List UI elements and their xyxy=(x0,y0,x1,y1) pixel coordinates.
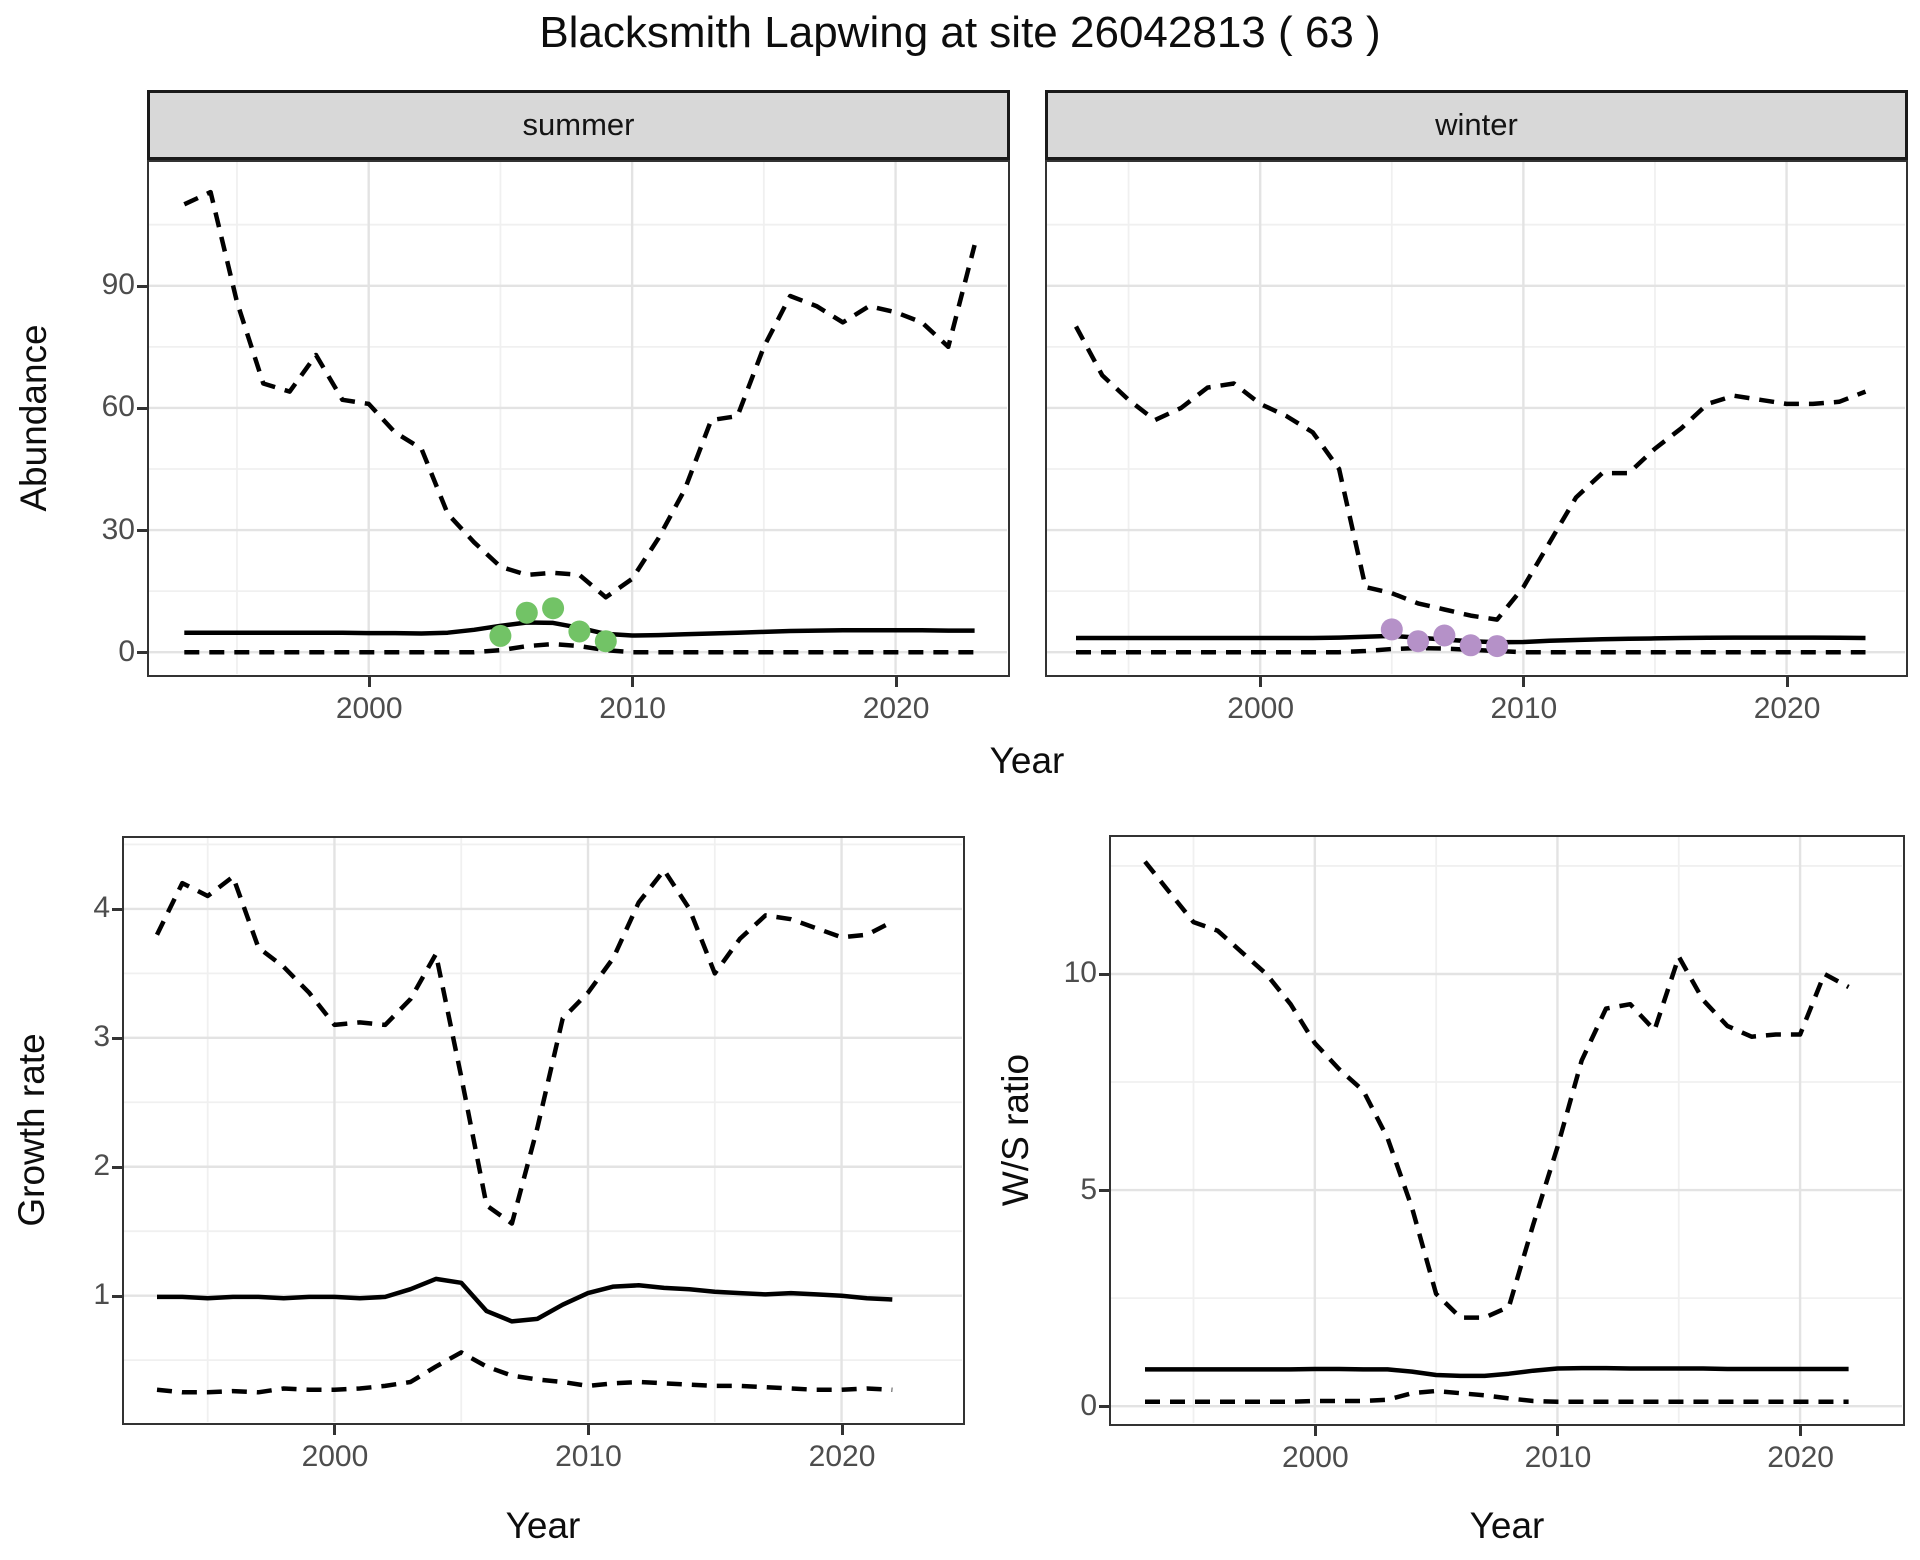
observed_counts xyxy=(1380,618,1509,658)
facet-strip-summer-label: summer xyxy=(522,107,635,142)
facet-strip-summer: summer xyxy=(147,90,1010,160)
gridlines-major xyxy=(149,162,1007,674)
facet-strip-winter-label: winter xyxy=(1435,107,1518,142)
median-line xyxy=(1145,1365,1849,1379)
y-tick-label: 30 xyxy=(101,512,135,546)
lower_95ci-line xyxy=(1145,1388,1849,1405)
y-tick-label: 60 xyxy=(101,390,135,424)
gridlines-minor xyxy=(149,162,1007,674)
gridlines-minor xyxy=(1047,162,1905,674)
x-tick-mark xyxy=(367,677,371,687)
x-tick-label: 2010 xyxy=(1490,692,1558,725)
lower_95ci-line xyxy=(184,641,975,655)
y-tick-mark xyxy=(112,1165,122,1169)
y-axis-title-abundance: Abundance xyxy=(13,324,54,512)
plot-area xyxy=(1047,162,1905,674)
gridlines-major xyxy=(1111,837,1902,1423)
y-tick-label: 3 xyxy=(93,1020,110,1054)
y-tick-mark xyxy=(1099,1189,1109,1193)
chart-title: Blacksmith Lapwing at site 26042813 ( 63… xyxy=(539,8,1381,57)
y-tick-mark xyxy=(137,284,147,288)
y-axis-title-growth-rate: Growth rate xyxy=(11,1033,52,1227)
x-tick-label: 2020 xyxy=(1767,1441,1834,1474)
x-tick-mark xyxy=(1522,677,1526,687)
upper_95ci-line xyxy=(1143,860,1850,1320)
y-tick-label: 4 xyxy=(93,891,110,925)
x-axis-title-growth: Year xyxy=(505,1505,581,1546)
x-tick-mark xyxy=(1313,1426,1317,1436)
x-tick-label: 2010 xyxy=(1524,1441,1592,1474)
y-tick-mark xyxy=(137,406,147,410)
upper_95ci-line xyxy=(1074,325,1867,622)
x-tick-label: 2020 xyxy=(1753,692,1821,725)
plot-area xyxy=(124,838,962,1422)
x-tick-label: 2000 xyxy=(1227,692,1295,725)
x-tick-mark xyxy=(587,1425,590,1435)
panel-growth-rate xyxy=(122,836,965,1425)
x-tick-mark xyxy=(333,1425,337,1435)
facet-strip-winter: winter xyxy=(1045,90,1908,160)
lower_95ci-line xyxy=(1076,645,1866,655)
gridlines-major xyxy=(124,838,962,1422)
gridlines-major xyxy=(1047,162,1905,674)
upper_95ci-line xyxy=(154,867,894,1226)
x-tick-label: 2010 xyxy=(599,692,666,725)
x-tick-mark xyxy=(1556,1426,1560,1436)
plot-area xyxy=(1111,837,1902,1423)
y-tick-label: 1 xyxy=(93,1278,110,1312)
y-tick-mark xyxy=(1099,1405,1109,1409)
median-line xyxy=(157,1276,893,1324)
observed_counts xyxy=(489,597,617,653)
x-tick-mark xyxy=(1259,677,1263,687)
y-tick-label: 0 xyxy=(1080,1388,1097,1422)
x-tick-mark xyxy=(631,677,635,687)
gridlines-minor xyxy=(124,838,962,1422)
y-tick-label: 90 xyxy=(101,268,135,302)
x-tick-label: 2000 xyxy=(1281,1441,1349,1474)
gridlines-minor xyxy=(1111,837,1902,1423)
y-tick-label: 0 xyxy=(118,634,135,668)
y-tick-mark xyxy=(137,651,147,655)
x-axis-title-top: Year xyxy=(989,740,1065,781)
x-tick-label: 2000 xyxy=(335,692,403,725)
x-tick-mark xyxy=(894,677,898,687)
x-tick-mark xyxy=(1799,1426,1803,1436)
panel-ws-ratio xyxy=(1109,835,1905,1426)
x-tick-label: 2020 xyxy=(862,692,930,725)
y-tick-mark xyxy=(1099,972,1109,976)
y-tick-label: 5 xyxy=(1080,1172,1097,1206)
x-tick-label: 2010 xyxy=(555,1440,622,1473)
plot-area xyxy=(149,162,1007,674)
panel-abundance-summer xyxy=(147,160,1010,677)
x-tick-mark xyxy=(840,1425,844,1435)
x-tick-label: 2000 xyxy=(301,1440,369,1473)
panel-abundance-winter xyxy=(1045,160,1908,677)
lower_95ci-line xyxy=(156,1350,893,1395)
x-tick-label: 2020 xyxy=(808,1440,876,1473)
x-tick-mark xyxy=(1785,677,1789,687)
y-tick-mark xyxy=(112,1036,122,1040)
x-axis-title-ws: Year xyxy=(1469,1505,1545,1546)
y-tick-mark xyxy=(112,1294,122,1298)
y-tick-mark xyxy=(112,907,122,911)
y-tick-label: 10 xyxy=(1063,956,1097,990)
y-tick-label: 2 xyxy=(93,1149,110,1183)
upper_95ci-line xyxy=(183,189,977,600)
y-tick-mark xyxy=(137,529,147,533)
